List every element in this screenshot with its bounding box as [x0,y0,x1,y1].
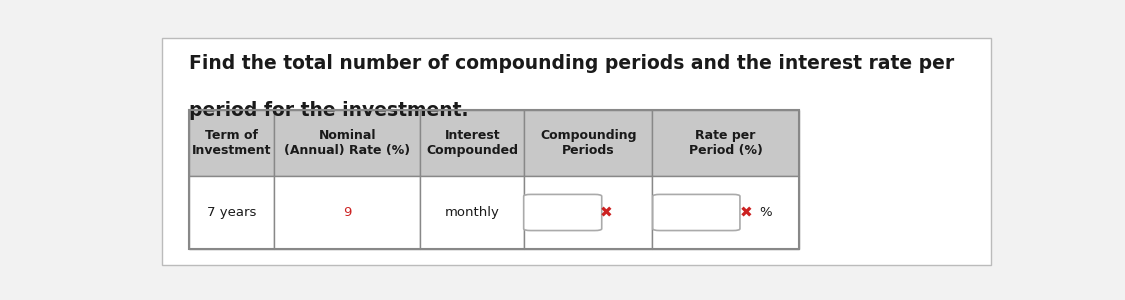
Text: ✖: ✖ [600,205,613,220]
Bar [421,110,524,176]
Text: Compounding
Periods: Compounding Periods [540,129,637,157]
Text: Rate per
Period (%): Rate per Period (%) [688,129,763,157]
FancyBboxPatch shape [523,194,602,230]
Bar [274,176,421,248]
Text: period for the investment.: period for the investment. [189,101,468,120]
Text: Term of
Investment: Term of Investment [191,129,271,157]
Text: Find the total number of compounding periods and the interest rate per: Find the total number of compounding per… [189,55,954,74]
Bar [189,110,274,176]
Bar [421,176,524,248]
Bar [274,110,421,176]
Bar [189,176,274,248]
Text: 9: 9 [343,206,351,219]
Bar [524,110,652,176]
FancyBboxPatch shape [162,38,991,265]
FancyBboxPatch shape [652,194,740,230]
Text: monthly: monthly [444,206,500,219]
Text: %: % [759,206,772,219]
Text: ✖: ✖ [740,205,753,220]
Bar [189,110,799,248]
Text: Nominal
(Annual) Rate (%): Nominal (Annual) Rate (%) [285,129,411,157]
Bar [652,176,799,248]
Text: 7 years: 7 years [207,206,256,219]
Bar [652,110,799,176]
Text: Interest
Compounded: Interest Compounded [426,129,519,157]
Bar [524,176,652,248]
